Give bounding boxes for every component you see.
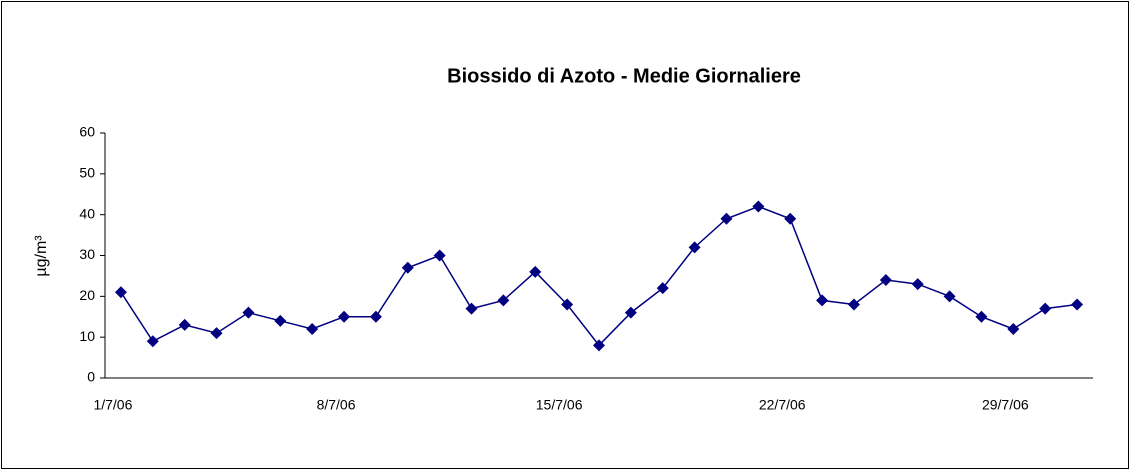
marker [847, 298, 860, 311]
marker [720, 212, 733, 225]
y-tick-label: 60 [79, 124, 95, 140]
marker [593, 339, 605, 352]
marker [975, 310, 988, 323]
marker [1039, 302, 1052, 315]
marker [752, 200, 765, 213]
marker [529, 265, 542, 278]
marker [146, 335, 159, 348]
marker [1007, 323, 1020, 335]
marker [338, 310, 351, 323]
marker [465, 302, 478, 315]
x-tick-label: 29/7/06 [982, 397, 1029, 413]
y-tick-label: 0 [87, 369, 95, 385]
y-axis-label: µg/m³ [33, 235, 50, 277]
marker [369, 310, 382, 323]
marker [114, 286, 127, 299]
marker [306, 323, 319, 335]
marker [178, 318, 191, 331]
marker [274, 314, 287, 327]
y-tick-label: 40 [79, 205, 95, 221]
x-tick-label: 15/7/06 [536, 397, 583, 413]
marker [433, 249, 446, 262]
marker [1071, 298, 1084, 311]
x-tick-label: 8/7/06 [317, 397, 356, 413]
y-tick-label: 30 [79, 246, 95, 262]
x-tick-label: 22/7/06 [759, 397, 806, 413]
marker [784, 212, 797, 225]
chart-title: Biossido di Azoto - Medie Giornaliere [447, 65, 801, 87]
marker [656, 282, 669, 295]
marker [210, 327, 223, 340]
marker [561, 298, 574, 311]
y-tick-label: 50 [79, 165, 95, 181]
marker [816, 294, 829, 307]
marker [242, 306, 255, 319]
marker [879, 274, 892, 286]
marker [624, 306, 637, 319]
marker [401, 261, 414, 274]
marker [497, 294, 510, 307]
marker [943, 290, 956, 303]
x-tick-label: 1/7/06 [93, 397, 132, 413]
marker [911, 278, 924, 291]
y-tick-label: 10 [79, 328, 95, 344]
marker [688, 241, 701, 254]
y-tick-label: 20 [79, 287, 95, 303]
